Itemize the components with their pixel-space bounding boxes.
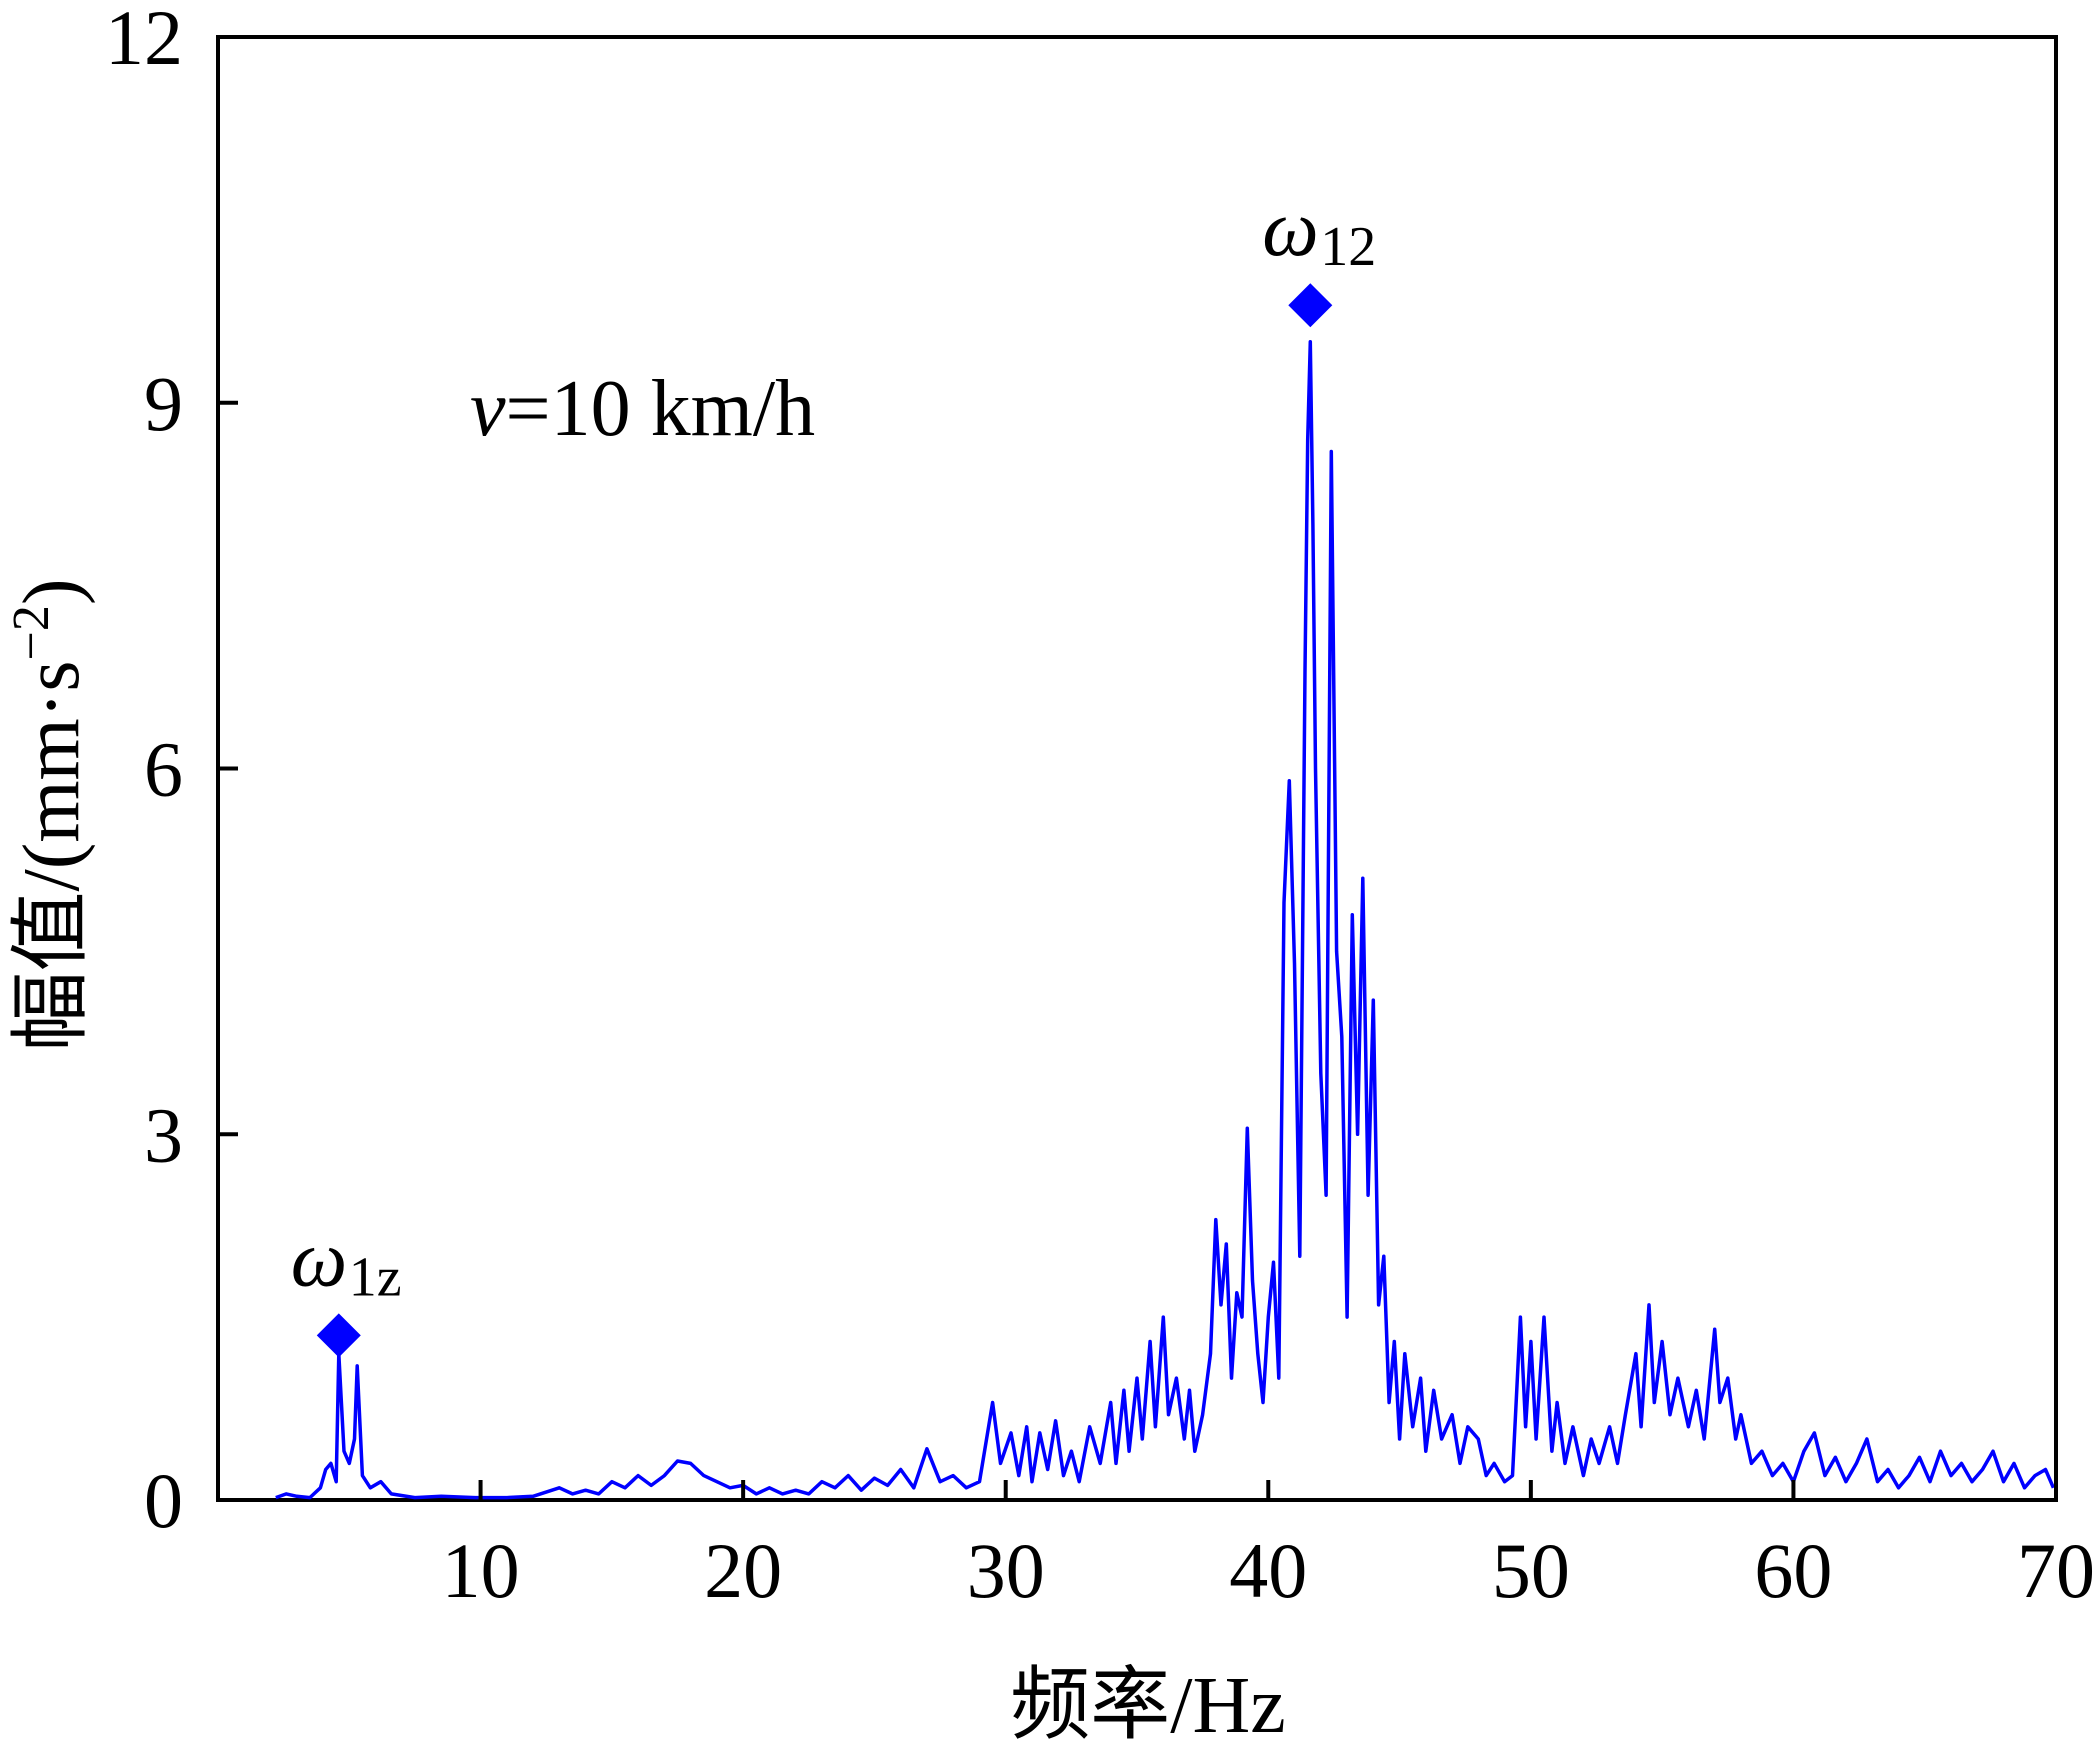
x-tick-label-50: 50 (1492, 1527, 1570, 1614)
x-tick-label-70: 70 (2017, 1527, 2095, 1614)
peak-marker-1 (1288, 283, 1333, 328)
y-axis-title-main: 幅值/(mm·s (8, 660, 96, 1051)
ticks-layer: 10 20 30 40 50 60 70 0 3 6 9 12 (105, 0, 2095, 1614)
peak-subscript-1: 12 (1320, 216, 1376, 278)
x-tick-label-20: 20 (704, 1527, 782, 1614)
series-layer (275, 340, 2056, 1500)
peak-marker-0 (316, 1313, 361, 1358)
peak-label-1: ω (1262, 185, 1318, 273)
speed-value: =10 km/h (506, 365, 816, 453)
speed-annotation: v=10 km/h (470, 365, 815, 453)
peak-label-0: ω (291, 1215, 347, 1303)
y-tick-label-6: 6 (144, 726, 183, 813)
peak-subscript-0: 1z (349, 1246, 402, 1308)
x-tick-label-40: 40 (1229, 1527, 1307, 1614)
x-axis-title: 频率/Hz (1010, 1662, 1286, 1750)
y-axis-title-sup: −2 (3, 605, 60, 660)
x-tick-label-30: 30 (967, 1527, 1045, 1614)
y-tick-label-9: 9 (144, 360, 183, 447)
y-tick-label-3: 3 (144, 1091, 183, 1178)
y-axis-title: 幅值/(mm·s−2) (3, 578, 96, 1051)
y-tick-label-0: 0 (144, 1457, 183, 1544)
peaks-layer: ω 1zω 12 (291, 185, 1376, 1358)
y-axis-title-close: ) (8, 578, 96, 605)
speed-symbol: v (470, 365, 506, 453)
series-line-0 (275, 340, 2056, 1500)
x-tick-label-60: 60 (1754, 1527, 1832, 1614)
y-tick-label-12: 12 (105, 0, 183, 81)
x-tick-label-10: 10 (442, 1527, 520, 1614)
